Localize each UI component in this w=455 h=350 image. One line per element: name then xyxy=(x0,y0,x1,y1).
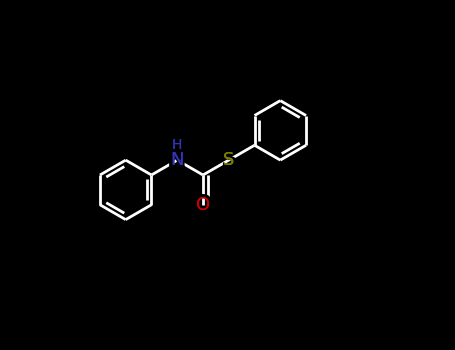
Text: H: H xyxy=(172,139,182,153)
Text: N: N xyxy=(167,148,187,172)
Text: O: O xyxy=(193,193,213,217)
Text: O: O xyxy=(196,196,210,214)
Text: H: H xyxy=(172,139,182,153)
Text: S: S xyxy=(223,151,234,169)
Text: N: N xyxy=(171,151,184,169)
Text: S: S xyxy=(220,148,238,172)
Text: S: S xyxy=(223,151,234,169)
Text: O: O xyxy=(196,196,210,214)
Text: N: N xyxy=(171,151,184,169)
